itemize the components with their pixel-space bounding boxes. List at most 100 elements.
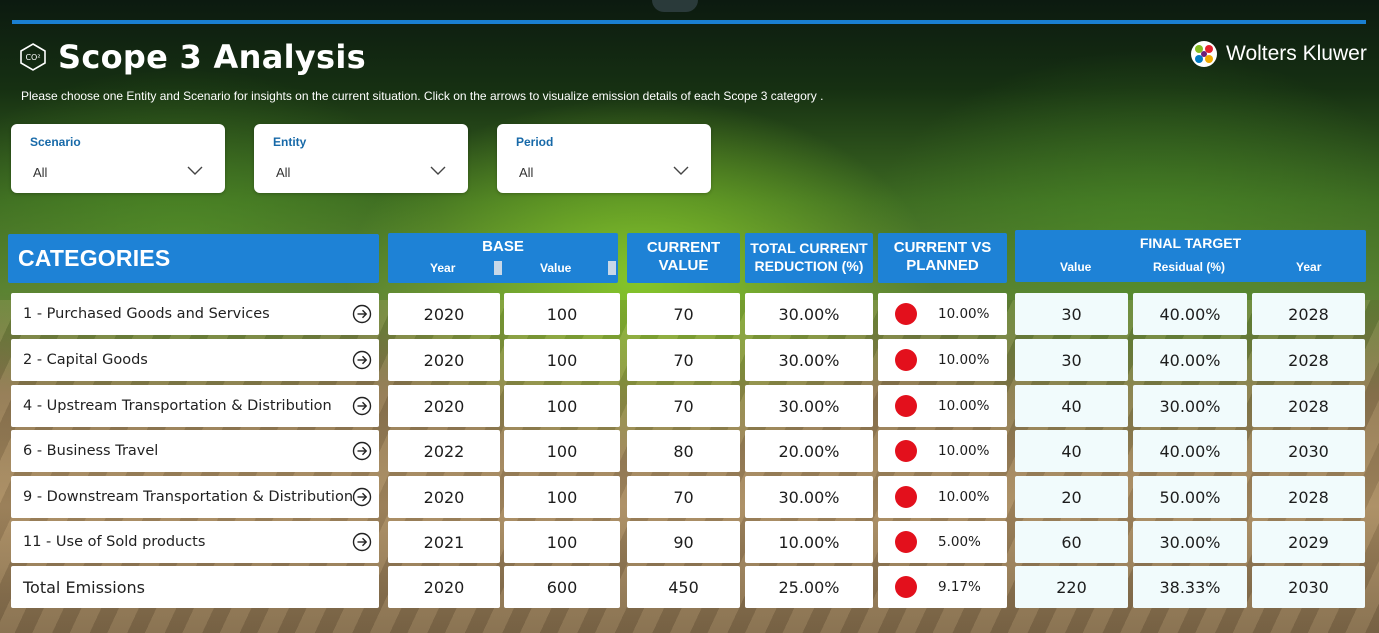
status-red-dot-icon <box>895 576 917 598</box>
target-year-cell: 2028 <box>1252 339 1365 381</box>
category-cell[interactable]: 9 - Downstream Transportation & Distribu… <box>11 476 379 518</box>
brand-logo: Wolters Kluwer <box>1190 40 1367 68</box>
current-value-cell: 90 <box>627 521 740 563</box>
base-year-cell-value: 2020 <box>424 351 465 370</box>
base-value-cell: 100 <box>504 521 620 563</box>
vs-planned-cell: 9.17% <box>878 566 1007 608</box>
target-residual-cell: 40.00% <box>1133 293 1247 335</box>
total-reduction-header-line2: REDUCTION (%) <box>755 258 864 274</box>
chevron-down-icon[interactable] <box>187 166 203 176</box>
base-value-subheader[interactable]: Value <box>540 261 571 275</box>
svg-text:CO²: CO² <box>25 53 40 62</box>
target-value-cell: 30 <box>1015 339 1128 381</box>
base-year-cell: 2020 <box>388 476 500 518</box>
category-cell[interactable]: 6 - Business Travel <box>11 430 379 472</box>
instructions-text: Please choose one Entity and Scenario fo… <box>21 89 823 103</box>
target-residual-cell: 40.00% <box>1133 339 1247 381</box>
status-red-dot-icon <box>895 486 917 508</box>
vs-planned-cell-value: 10.00% <box>938 489 989 505</box>
scenario-filter[interactable]: Scenario All <box>11 124 225 193</box>
current-value-cell-value: 80 <box>673 442 693 461</box>
drillthrough-arrow-icon[interactable] <box>352 304 372 324</box>
target-residual-cell-value: 40.00% <box>1159 305 1220 324</box>
base-year-cell-value: 2022 <box>424 442 465 461</box>
drillthrough-arrow-icon[interactable] <box>352 532 372 552</box>
total-reduction-cell-value: 30.00% <box>778 305 839 324</box>
chevron-down-icon[interactable] <box>673 166 689 176</box>
period-filter[interactable]: Period All <box>497 124 711 193</box>
co2-hexagon-icon: CO² <box>18 42 48 72</box>
vs-planned-cell-value: 9.17% <box>938 579 981 595</box>
base-header: BASE Year Value <box>388 233 618 283</box>
target-value-cell: 20 <box>1015 476 1128 518</box>
vs-planned-header-line2: PLANNED <box>906 257 979 274</box>
base-year-subheader[interactable]: Year <box>430 261 455 275</box>
drillthrough-arrow-icon[interactable] <box>352 487 372 507</box>
vs-planned-cell: 10.00% <box>878 385 1007 427</box>
base-value-cell-value: 100 <box>547 488 578 507</box>
current-value-cell-value: 90 <box>673 533 693 552</box>
current-value-cell-value: 450 <box>668 578 699 597</box>
category-cell[interactable]: 2 - Capital Goods <box>11 339 379 381</box>
base-year-cell: 2020 <box>388 566 500 608</box>
current-value-header-line1: CURRENT <box>647 239 720 256</box>
drillthrough-arrow-icon[interactable] <box>352 441 372 461</box>
entity-filter[interactable]: Entity All <box>254 124 468 193</box>
target-year-cell: 2029 <box>1252 521 1365 563</box>
target-value-cell: 40 <box>1015 385 1128 427</box>
vs-planned-cell-value: 5.00% <box>938 534 981 550</box>
status-red-dot-icon <box>895 349 917 371</box>
base-value-cell: 100 <box>504 293 620 335</box>
target-year-cell-value: 2029 <box>1288 533 1329 552</box>
period-filter-value: All <box>519 165 533 180</box>
drillthrough-arrow-icon[interactable] <box>352 350 372 370</box>
target-value-cell-value: 60 <box>1061 533 1081 552</box>
scenario-filter-value: All <box>33 165 47 180</box>
current-value-cell: 450 <box>627 566 740 608</box>
target-year-cell-value: 2028 <box>1288 305 1329 324</box>
current-value-cell: 80 <box>627 430 740 472</box>
target-residual-subheader: Residual (%) <box>1153 260 1225 274</box>
categories-header: CATEGORIES <box>8 234 379 283</box>
current-value-header-line2: VALUE <box>659 257 709 274</box>
status-red-dot-icon <box>895 440 917 462</box>
category-label: 6 - Business Travel <box>23 443 158 459</box>
category-cell[interactable]: 11 - Use of Sold products <box>11 521 379 563</box>
target-value-cell: 30 <box>1015 293 1128 335</box>
category-label: Total Emissions <box>23 578 145 597</box>
target-residual-cell-value: 30.00% <box>1159 397 1220 416</box>
chevron-down-icon[interactable] <box>430 166 446 176</box>
sort-handle-icon[interactable] <box>608 261 616 275</box>
current-value-cell: 70 <box>627 293 740 335</box>
vs-planned-cell: 10.00% <box>878 339 1007 381</box>
base-year-cell: 2020 <box>388 385 500 427</box>
total-row-label: Total Emissions <box>11 566 379 608</box>
category-label: 4 - Upstream Transportation & Distributi… <box>23 398 332 414</box>
target-value-cell-value: 40 <box>1061 397 1081 416</box>
total-reduction-cell: 30.00% <box>745 293 873 335</box>
vs-planned-cell: 5.00% <box>878 521 1007 563</box>
current-value-cell-value: 70 <box>673 488 693 507</box>
category-cell[interactable]: 4 - Upstream Transportation & Distributi… <box>11 385 379 427</box>
vs-planned-cell-value: 10.00% <box>938 352 989 368</box>
base-value-cell-value: 100 <box>547 533 578 552</box>
current-value-cell-value: 70 <box>673 351 693 370</box>
sort-handle-icon[interactable] <box>494 261 502 275</box>
status-red-dot-icon <box>895 303 917 325</box>
drillthrough-arrow-icon[interactable] <box>352 396 372 416</box>
base-year-cell: 2021 <box>388 521 500 563</box>
status-red-dot-icon <box>895 395 917 417</box>
total-reduction-cell: 30.00% <box>745 385 873 427</box>
scenario-filter-label: Scenario <box>30 135 81 149</box>
total-reduction-header: TOTAL CURRENT REDUCTION (%) <box>745 233 873 283</box>
total-reduction-cell-value: 30.00% <box>778 488 839 507</box>
category-cell[interactable]: 1 - Purchased Goods and Services <box>11 293 379 335</box>
target-year-cell: 2028 <box>1252 293 1365 335</box>
base-value-cell-value: 100 <box>547 442 578 461</box>
vs-planned-header-line1: CURRENT VS <box>894 239 992 256</box>
current-value-cell-value: 70 <box>673 397 693 416</box>
base-value-cell: 100 <box>504 476 620 518</box>
period-filter-label: Period <box>516 135 553 149</box>
current-value-cell: 70 <box>627 385 740 427</box>
target-year-cell: 2028 <box>1252 476 1365 518</box>
